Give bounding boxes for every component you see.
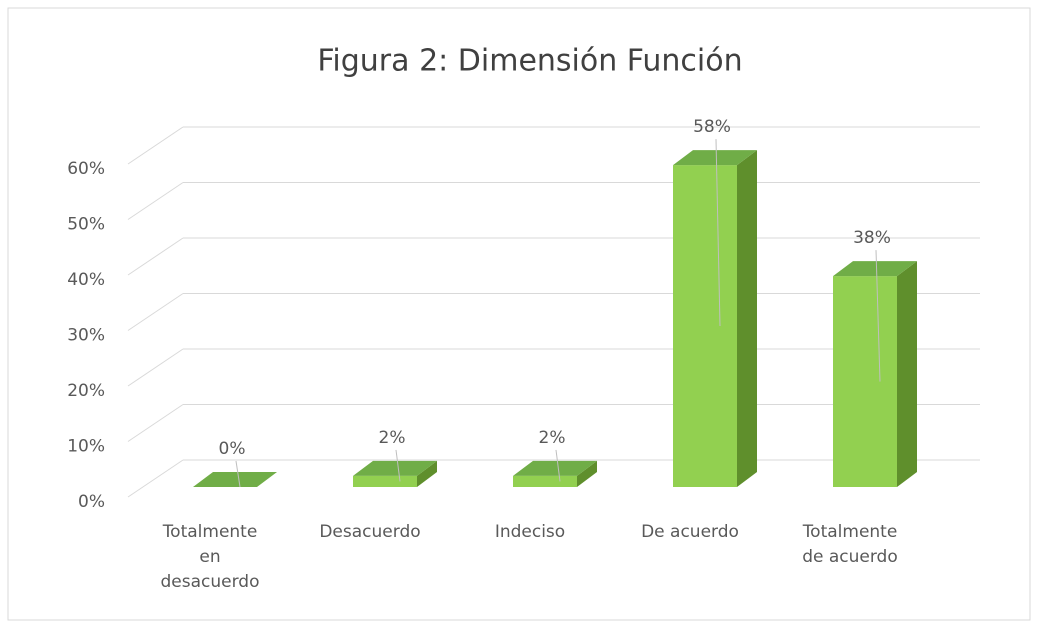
bar-top [513, 460, 597, 476]
value-label: 2% [539, 428, 566, 448]
y-tick-label: 0% [78, 492, 105, 512]
value-label: 2% [379, 428, 406, 448]
bar [513, 475, 577, 487]
bar [673, 165, 737, 487]
grid-line-depth [127, 126, 184, 165]
leader-line [395, 449, 401, 482]
x-tick-label: Desacuerdo [319, 522, 421, 542]
grid-line-depth [127, 182, 184, 220]
leader-line [555, 449, 561, 482]
value-label: 0% [219, 439, 246, 459]
y-tick-label: 30% [67, 326, 105, 346]
y-tick-label: 60% [67, 159, 105, 179]
grid-line-depth [127, 293, 184, 331]
bar-side [897, 261, 917, 487]
bar-side [577, 460, 597, 487]
bar-top [193, 472, 277, 487]
y-tick-label: 20% [67, 381, 105, 401]
bar-side [737, 150, 757, 487]
leader-line [715, 139, 721, 327]
bar [833, 276, 897, 487]
leader-line [235, 460, 241, 488]
grid-line-depth [127, 237, 184, 276]
bar-side [417, 460, 437, 487]
y-tick-label: 50% [67, 215, 105, 235]
x-tick-label: Totalmente en desacuerdo [160, 522, 260, 592]
bar-top [833, 261, 917, 277]
y-tick-label: 10% [67, 437, 105, 457]
grid-line-depth [127, 459, 184, 498]
grid-line-depth [127, 348, 184, 387]
bar [353, 475, 417, 487]
bar-top [673, 150, 757, 166]
bar-top [353, 460, 437, 476]
x-tick-label: Totalmente de acuerdo [802, 522, 898, 567]
grid-line-depth [127, 404, 184, 442]
value-label: 38% [853, 228, 891, 248]
leader-line [875, 250, 881, 382]
x-tick-label: Indeciso [494, 522, 566, 542]
chart-title: Figura 2: Dimensión Función [317, 44, 742, 79]
x-tick-label: De acuerdo [641, 522, 739, 542]
value-label: 58% [693, 117, 731, 137]
y-tick-label: 40% [67, 270, 105, 290]
